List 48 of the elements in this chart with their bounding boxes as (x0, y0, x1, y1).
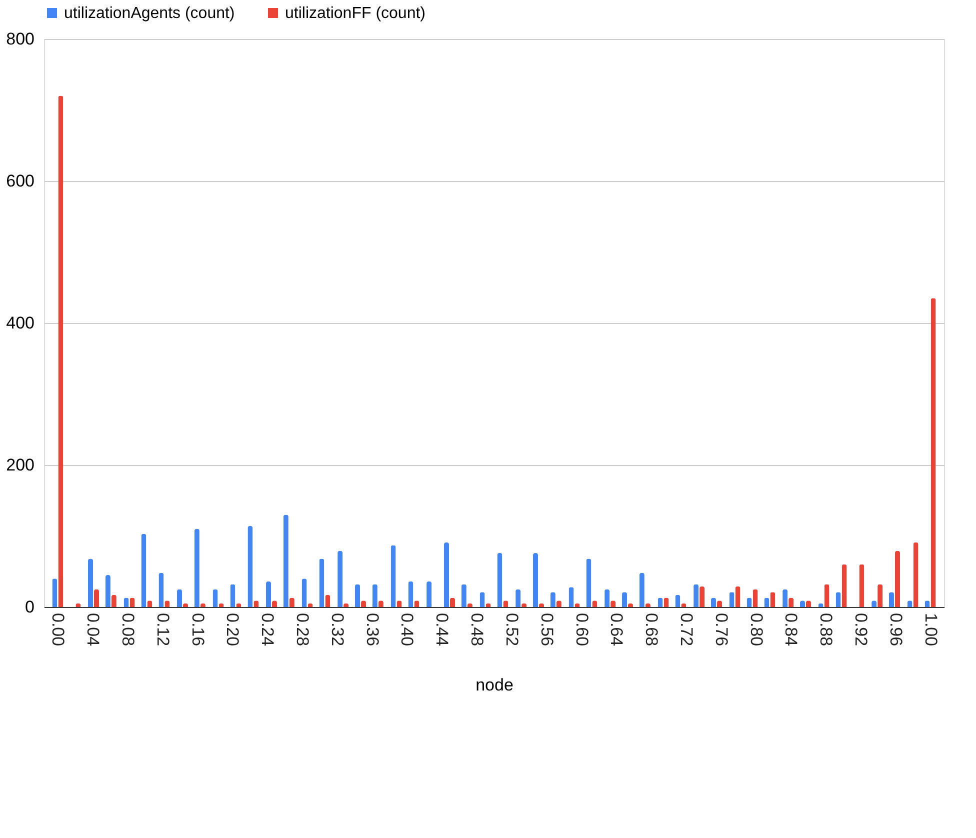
bar (533, 553, 538, 607)
x-tick-label: 0.64 (607, 613, 626, 646)
x-axis-title: node (476, 676, 514, 694)
x-tick-label: 0.84 (782, 613, 801, 646)
y-tick-label: 200 (6, 456, 34, 474)
x-tick-label: 0.48 (468, 613, 487, 646)
y-tick-label: 800 (6, 30, 34, 48)
x-tick-label: 0.96 (886, 613, 906, 646)
y-tick-label: 0 (25, 598, 34, 616)
x-tick-label: 0.16 (188, 613, 208, 646)
x-tick-label: 0.04 (84, 613, 103, 646)
x-tick-label: 1.00 (921, 613, 940, 646)
x-tick-label: 0.28 (293, 613, 312, 646)
x-tick-label: 0.40 (398, 613, 417, 646)
bar (355, 584, 360, 607)
x-tick-label: 0.44 (432, 613, 452, 646)
bar (444, 542, 449, 607)
x-tick-label: 0.36 (362, 613, 382, 646)
bar (266, 581, 271, 607)
x-tick-label: 0.80 (746, 613, 766, 646)
legend-label: utilizationAgents (count) (64, 5, 235, 22)
bar (622, 592, 627, 607)
bar (94, 589, 99, 607)
x-tick-label: 0.92 (851, 613, 870, 646)
x-tick-label: 0.24 (258, 613, 278, 646)
x-tick-label: 0.20 (223, 613, 242, 646)
bar (450, 598, 455, 607)
bar (177, 589, 182, 607)
x-tick-label: 0.68 (642, 613, 662, 646)
x-tick-label: 0.08 (118, 613, 138, 646)
x-tick-label: 0.56 (537, 613, 556, 646)
bar (58, 96, 64, 607)
bar (88, 558, 93, 607)
bar (895, 550, 900, 607)
x-tick-label: 0.88 (816, 613, 836, 646)
bar (711, 598, 716, 607)
x-tick-label: 0.00 (48, 613, 68, 646)
bar (889, 592, 894, 607)
x-tick-label: 0.72 (676, 613, 696, 646)
x-tick-label: 0.76 (712, 613, 731, 646)
y-tick-label: 600 (6, 172, 34, 190)
legend-label: utilizationFF (count) (285, 5, 426, 22)
x-tick-label: 0.12 (153, 613, 172, 646)
y-tick-label: 400 (6, 314, 34, 332)
bar (930, 298, 936, 607)
x-tick-label: 0.32 (328, 613, 347, 646)
x-tick-label: 0.60 (572, 613, 592, 646)
x-tick-label: 0.52 (502, 613, 522, 646)
